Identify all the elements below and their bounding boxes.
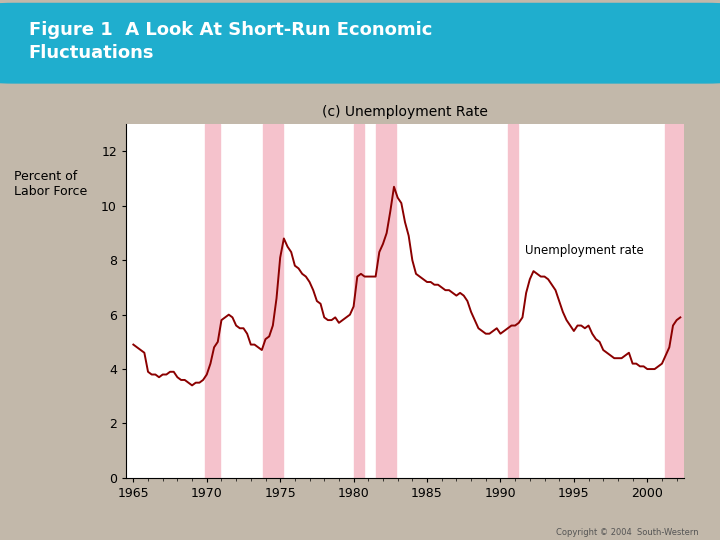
Text: Percent of
Labor Force: Percent of Labor Force (14, 170, 88, 198)
Text: Figure 1  A Look At Short-Run Economic
Fluctuations: Figure 1 A Look At Short-Run Economic Fl… (29, 22, 432, 62)
Text: Copyright © 2004  South-Western: Copyright © 2004 South-Western (556, 528, 698, 537)
Text: Unemployment rate: Unemployment rate (526, 244, 644, 257)
Bar (376, 124, 396, 478)
Bar (508, 124, 518, 478)
Bar (205, 124, 220, 478)
Title: (c) Unemployment Rate: (c) Unemployment Rate (322, 105, 488, 119)
Bar (354, 124, 364, 478)
FancyBboxPatch shape (0, 3, 720, 83)
Bar (263, 124, 283, 478)
Bar (665, 124, 684, 478)
